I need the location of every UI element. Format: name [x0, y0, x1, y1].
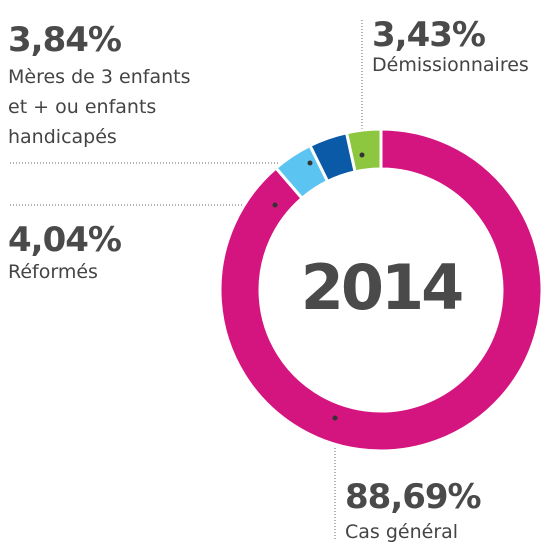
value-label: 4,04% [8, 220, 122, 260]
value-label: 3,84% [8, 20, 122, 60]
category-label: Réformés [8, 261, 98, 283]
value-label: 3,43% [372, 15, 486, 55]
category-label: Mères de 3 enfants et + ou enfants handi… [8, 66, 191, 148]
center-text: 2014 [301, 251, 462, 324]
donut-slice [344, 127, 383, 174]
leader-dot [359, 152, 365, 158]
leader-dot [272, 202, 278, 208]
category-label: Cas général [345, 521, 459, 543]
leader-dot [332, 415, 338, 421]
donut-slice [218, 127, 544, 453]
value-label: 88,69% [345, 477, 482, 517]
leader-dot [307, 160, 313, 166]
category-label: Démissionnaires [372, 54, 529, 76]
